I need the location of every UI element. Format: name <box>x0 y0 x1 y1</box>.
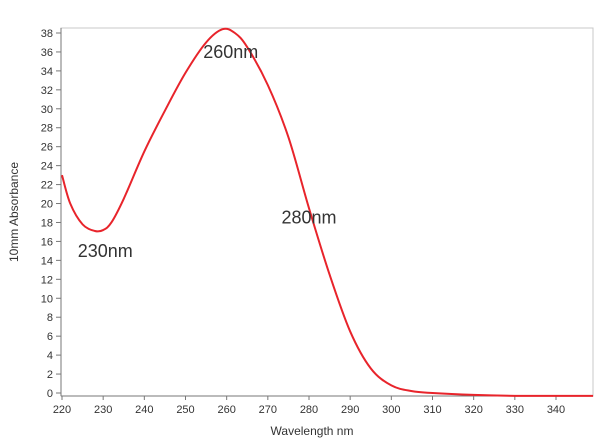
x-tick-label: 280 <box>300 404 318 416</box>
y-tick-label: 24 <box>41 161 53 173</box>
x-tick-label: 310 <box>423 404 441 416</box>
x-tick-label: 240 <box>135 404 153 416</box>
y-tick-label: 6 <box>47 331 53 343</box>
y-tick-label: 30 <box>41 104 53 116</box>
y-tick-label: 20 <box>41 199 53 211</box>
y-tick-label: 34 <box>41 66 53 78</box>
x-tick-label: 260 <box>217 404 235 416</box>
y-tick-label: 14 <box>41 255 53 267</box>
peak-annotation: 280nm <box>281 208 336 228</box>
y-tick-label: 0 <box>47 388 53 400</box>
y-tick-label: 22 <box>41 180 53 192</box>
y-axis-label: 10mm Absorbance <box>7 162 21 262</box>
x-tick-label: 340 <box>547 404 565 416</box>
y-tick-label: 10 <box>41 293 53 305</box>
y-tick-label: 8 <box>47 312 53 324</box>
peak-annotation: 260nm <box>203 42 258 62</box>
y-tick-label: 2 <box>47 369 53 381</box>
x-tick-label: 270 <box>259 404 277 416</box>
x-tick-label: 330 <box>506 404 524 416</box>
y-tick-label: 36 <box>41 47 53 59</box>
x-tick-label: 300 <box>382 404 400 416</box>
x-tick-label: 220 <box>53 404 71 416</box>
y-tick-label: 4 <box>47 350 53 362</box>
y-tick-label: 12 <box>41 274 53 286</box>
peak-annotation: 230nm <box>78 241 133 261</box>
x-tick-label: 290 <box>341 404 359 416</box>
absorbance-curve <box>61 27 594 397</box>
y-tick-label: 28 <box>41 123 53 135</box>
y-tick-label: 18 <box>41 217 53 229</box>
y-tick-label: 32 <box>41 85 53 97</box>
y-tick-label: 16 <box>41 236 53 248</box>
x-tick-label: 250 <box>176 404 194 416</box>
y-tick-label: 38 <box>41 28 53 40</box>
y-tick-label: 26 <box>41 142 53 154</box>
x-tick-label: 230 <box>94 404 112 416</box>
x-tick-label: 320 <box>464 404 482 416</box>
x-axis-label: Wavelength nm <box>271 424 354 438</box>
